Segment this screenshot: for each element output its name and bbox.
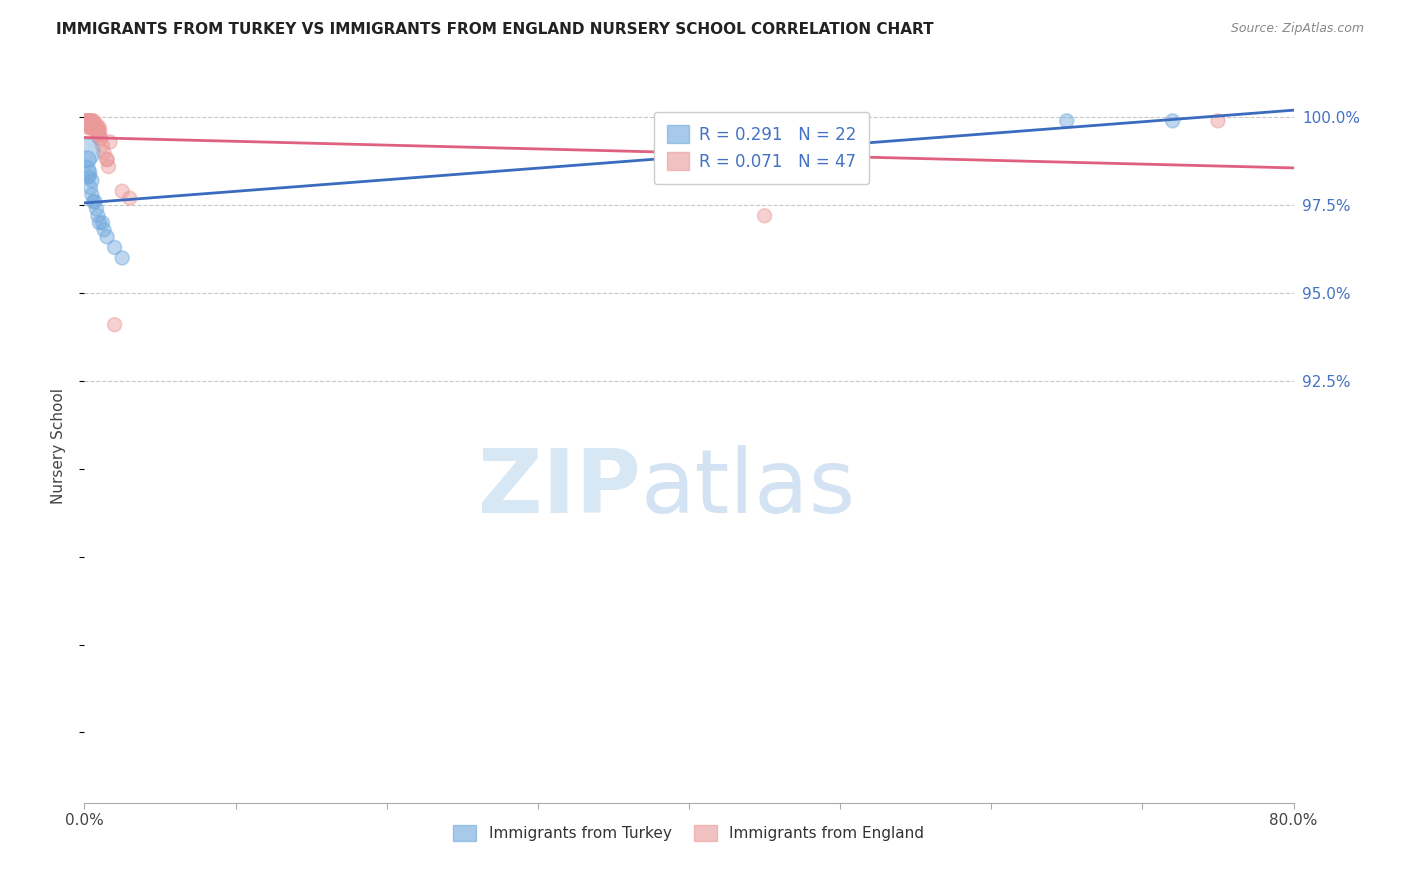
Point	[77, 113, 100, 128]
Point	[86, 124, 108, 138]
Point	[76, 113, 98, 128]
Text: IMMIGRANTS FROM TURKEY VS IMMIGRANTS FROM ENGLAND NURSERY SCHOOL CORRELATION CHA: IMMIGRANTS FROM TURKEY VS IMMIGRANTS FRO…	[56, 22, 934, 37]
Point	[76, 113, 98, 128]
Point	[77, 120, 100, 135]
Point	[80, 120, 103, 135]
Point	[87, 120, 110, 135]
Point	[82, 120, 104, 135]
Point	[79, 120, 101, 135]
Point	[89, 124, 111, 138]
Point	[79, 180, 101, 194]
Point	[75, 163, 97, 178]
Point	[80, 117, 103, 131]
Point	[84, 194, 107, 209]
Point	[76, 153, 98, 167]
Point	[86, 202, 108, 216]
Point	[96, 153, 118, 167]
Point	[75, 113, 97, 128]
Point	[79, 117, 101, 131]
Point	[89, 131, 111, 145]
Point	[75, 145, 97, 160]
Point	[77, 167, 100, 181]
Point	[75, 117, 97, 131]
Point	[80, 173, 103, 187]
Point	[754, 209, 776, 223]
Point	[89, 128, 111, 142]
Point	[86, 117, 108, 131]
Point	[90, 131, 112, 145]
Point	[82, 194, 104, 209]
Point	[87, 128, 110, 142]
Point	[98, 135, 121, 149]
Point	[96, 153, 118, 167]
Point	[91, 216, 114, 230]
Point	[80, 113, 103, 128]
Point	[97, 160, 120, 174]
Point	[80, 113, 103, 128]
Point	[1161, 113, 1184, 128]
Point	[82, 113, 104, 128]
Point	[84, 117, 107, 131]
Point	[84, 120, 107, 135]
Point	[93, 145, 115, 160]
Point	[79, 113, 101, 128]
Point	[104, 240, 127, 254]
Text: ZIP: ZIP	[478, 445, 641, 533]
Point	[76, 117, 98, 131]
Text: atlas: atlas	[641, 445, 856, 533]
Point	[111, 251, 134, 265]
Point	[87, 124, 110, 138]
Text: Source: ZipAtlas.com: Source: ZipAtlas.com	[1230, 22, 1364, 36]
Point	[79, 117, 101, 131]
Point	[1206, 113, 1229, 128]
Point	[87, 209, 110, 223]
Point	[84, 120, 107, 135]
Point	[82, 117, 104, 131]
Point	[111, 184, 134, 198]
Point	[93, 223, 115, 237]
Point	[1056, 113, 1078, 128]
Point	[86, 120, 108, 135]
Legend: Immigrants from Turkey, Immigrants from England: Immigrants from Turkey, Immigrants from …	[446, 817, 932, 848]
Y-axis label: Nursery School: Nursery School	[51, 388, 66, 504]
Point	[89, 216, 111, 230]
Point	[77, 117, 100, 131]
Point	[96, 230, 118, 244]
Point	[89, 120, 111, 135]
Point	[80, 187, 103, 202]
Point	[104, 318, 127, 332]
Point	[91, 138, 114, 153]
Point	[118, 191, 141, 205]
Point	[76, 117, 98, 131]
Point	[75, 113, 97, 128]
Point	[77, 170, 100, 185]
Point	[77, 117, 100, 131]
